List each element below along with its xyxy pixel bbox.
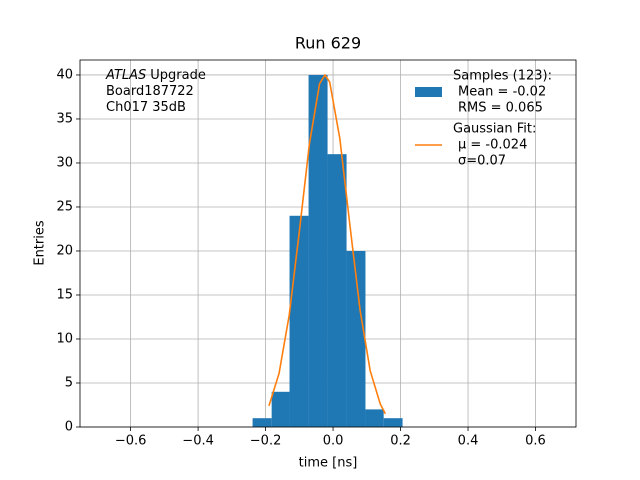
- y-tick-label: 5: [65, 375, 73, 390]
- legend-label: Samples (123):: [453, 69, 552, 84]
- axes-frame: [79, 59, 577, 428]
- fit-line: [268, 73, 387, 415]
- histogram-bar: [252, 418, 272, 427]
- histogram-bar: [365, 409, 384, 427]
- y-tick-label: 40: [56, 67, 73, 82]
- y-axis-label: Entries: [33, 220, 48, 266]
- legend-label: Gaussian Fit:: [453, 122, 536, 137]
- histogram-bar: [289, 215, 309, 427]
- annotation: Board187722: [106, 84, 194, 99]
- x-tick-label: −0.4: [182, 434, 214, 449]
- y-tick-label: 15: [56, 287, 73, 302]
- annotation: ATLAS Upgrade: [105, 68, 206, 83]
- histogram-bar: [271, 391, 290, 427]
- histogram-bar: [383, 418, 403, 427]
- legend-label: σ=0.07: [458, 154, 506, 169]
- y-tick-label: 25: [56, 199, 73, 214]
- y-tick-label: 20: [56, 243, 73, 258]
- x-tick-label: 0.2: [390, 434, 411, 449]
- histogram-bar: [308, 74, 328, 427]
- annotation-part: Ch017 35dB: [106, 100, 186, 115]
- legend-swatch: [415, 87, 442, 97]
- y-tick-label: 10: [56, 331, 73, 346]
- annotation-part: Upgrade: [150, 68, 206, 83]
- y-tick-label: 35: [56, 111, 73, 126]
- legend-label: Mean = -0.02: [458, 85, 546, 100]
- y-tick-label: 0: [65, 420, 73, 435]
- histogram-bar: [327, 154, 347, 427]
- overlay: −0.6 −0.4 −0.2 0.0 0.2 0.4 0.6 0 5 10 15 20 25 30 35 40…: [56, 67, 552, 448]
- x-tick-label: 0.0: [323, 434, 344, 449]
- x-tick-label: −0.6: [115, 434, 147, 449]
- x-axis-label: time [ns]: [299, 456, 358, 471]
- annotation: Ch017 35dB: [106, 100, 186, 115]
- annotation-part: ATLAS: [105, 68, 146, 83]
- plot-marks: [252, 73, 403, 427]
- legend-label: μ = -0.024: [458, 138, 527, 153]
- legend-label: RMS = 0.065: [458, 101, 543, 116]
- x-tick-label: 0.6: [525, 434, 546, 449]
- y-tick-label: 30: [56, 155, 73, 170]
- chart-title: Run 629: [295, 34, 361, 53]
- annotation-part: Board187722: [106, 84, 194, 99]
- x-tick-label: 0.4: [458, 434, 479, 449]
- histogram-bar: [346, 250, 366, 427]
- x-tick-label: −0.2: [250, 434, 282, 449]
